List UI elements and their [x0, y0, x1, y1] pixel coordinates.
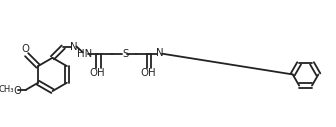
Text: N: N: [156, 48, 164, 58]
Text: S: S: [122, 49, 129, 59]
Text: OH: OH: [140, 68, 156, 78]
Text: CH₃: CH₃: [0, 85, 14, 94]
Text: N: N: [70, 42, 78, 52]
Text: HN: HN: [78, 49, 93, 59]
Text: OH: OH: [90, 68, 105, 78]
Text: O: O: [13, 86, 21, 96]
Text: O: O: [22, 44, 30, 54]
